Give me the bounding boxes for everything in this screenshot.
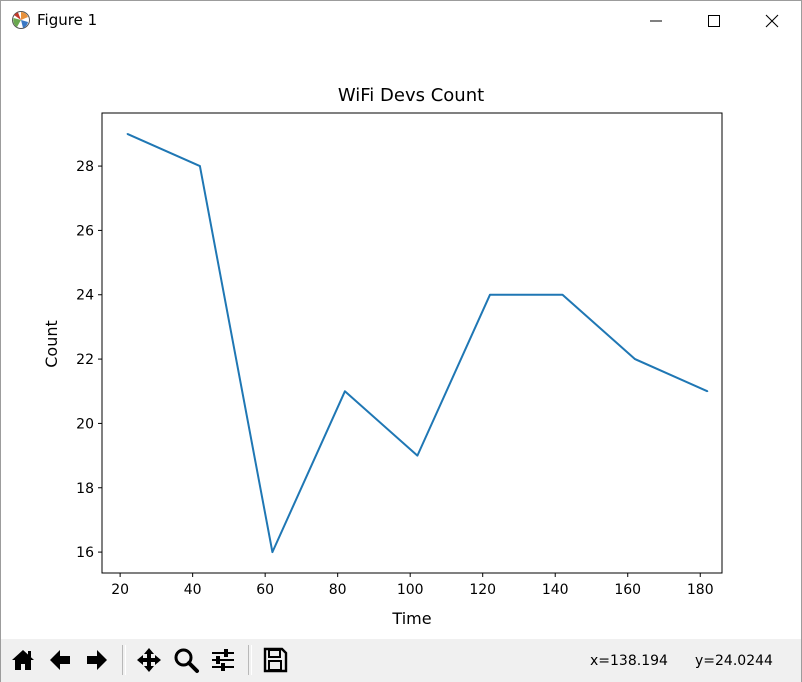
x-tick-label: 20 xyxy=(111,582,129,598)
maximize-icon xyxy=(708,15,720,27)
configure-subplots-button[interactable] xyxy=(206,643,240,677)
toolbar-separator xyxy=(122,645,126,675)
move-icon xyxy=(137,648,161,672)
magnifier-icon xyxy=(174,648,199,673)
y-tick-label: 28 xyxy=(76,159,94,175)
home-icon xyxy=(12,650,34,670)
x-axis-label: Time xyxy=(391,609,431,628)
plot-area xyxy=(101,112,723,574)
chart-title: WiFi Devs Count xyxy=(338,85,484,106)
pan-button[interactable] xyxy=(132,643,166,677)
x-axis: 20 40 60 80 100 120 140 160 180 xyxy=(111,573,714,598)
x-tick-label: 180 xyxy=(687,582,714,598)
data-point xyxy=(344,390,346,393)
minimize-icon xyxy=(650,20,662,22)
y-tick-label: 22 xyxy=(76,352,94,368)
y-tick-label: 18 xyxy=(76,481,94,497)
floppy-disk-icon xyxy=(263,647,288,673)
maximize-button[interactable] xyxy=(685,1,743,40)
y-axis-label: Count xyxy=(42,320,61,368)
navigation-toolbar xyxy=(1,639,801,682)
window-title: Figure 1 xyxy=(37,11,98,29)
y-tick-label: 26 xyxy=(76,223,94,239)
save-button[interactable] xyxy=(258,643,292,677)
data-point xyxy=(271,551,274,553)
close-icon xyxy=(765,14,779,28)
data-point xyxy=(489,293,491,296)
title-bar[interactable]: Figure 1 xyxy=(1,1,801,40)
home-button[interactable] xyxy=(6,643,40,677)
zoom-button[interactable] xyxy=(169,643,203,677)
data-point xyxy=(634,358,636,360)
data-point xyxy=(126,133,129,135)
series-layer xyxy=(126,132,709,554)
data-point xyxy=(561,293,564,296)
back-arrow-icon xyxy=(50,650,70,670)
figure-canvas[interactable]: WiFi Devs Count 16 18 20 22 24 26 28 20 40 60 80 1… xyxy=(1,40,801,638)
forward-arrow-icon xyxy=(87,650,107,670)
toolbar-separator xyxy=(248,645,252,675)
y-tick-label: 16 xyxy=(76,545,94,561)
y-tick-label: 24 xyxy=(76,288,94,304)
x-tick-label: 140 xyxy=(542,582,569,598)
x-tick-label: 80 xyxy=(329,582,347,598)
y-axis: 16 18 20 22 24 26 28 xyxy=(76,159,102,561)
back-button[interactable] xyxy=(43,643,77,677)
x-tick-label: 40 xyxy=(184,582,202,598)
cursor-x-readout: x=138.194 xyxy=(590,653,668,669)
data-point xyxy=(706,390,709,393)
x-tick-label: 120 xyxy=(469,582,496,598)
x-tick-label: 100 xyxy=(397,582,424,598)
forward-button[interactable] xyxy=(80,643,114,677)
x-tick-label: 60 xyxy=(256,582,274,598)
data-point xyxy=(416,454,419,457)
matplotlib-icon xyxy=(12,11,30,29)
y-tick-label: 20 xyxy=(76,416,94,432)
cursor-y-readout: y=24.0244 xyxy=(695,653,773,669)
sliders-icon xyxy=(212,649,234,671)
data-point xyxy=(199,165,201,167)
minimize-button[interactable] xyxy=(627,1,685,40)
close-button[interactable] xyxy=(743,1,801,40)
x-tick-label: 160 xyxy=(614,582,641,598)
